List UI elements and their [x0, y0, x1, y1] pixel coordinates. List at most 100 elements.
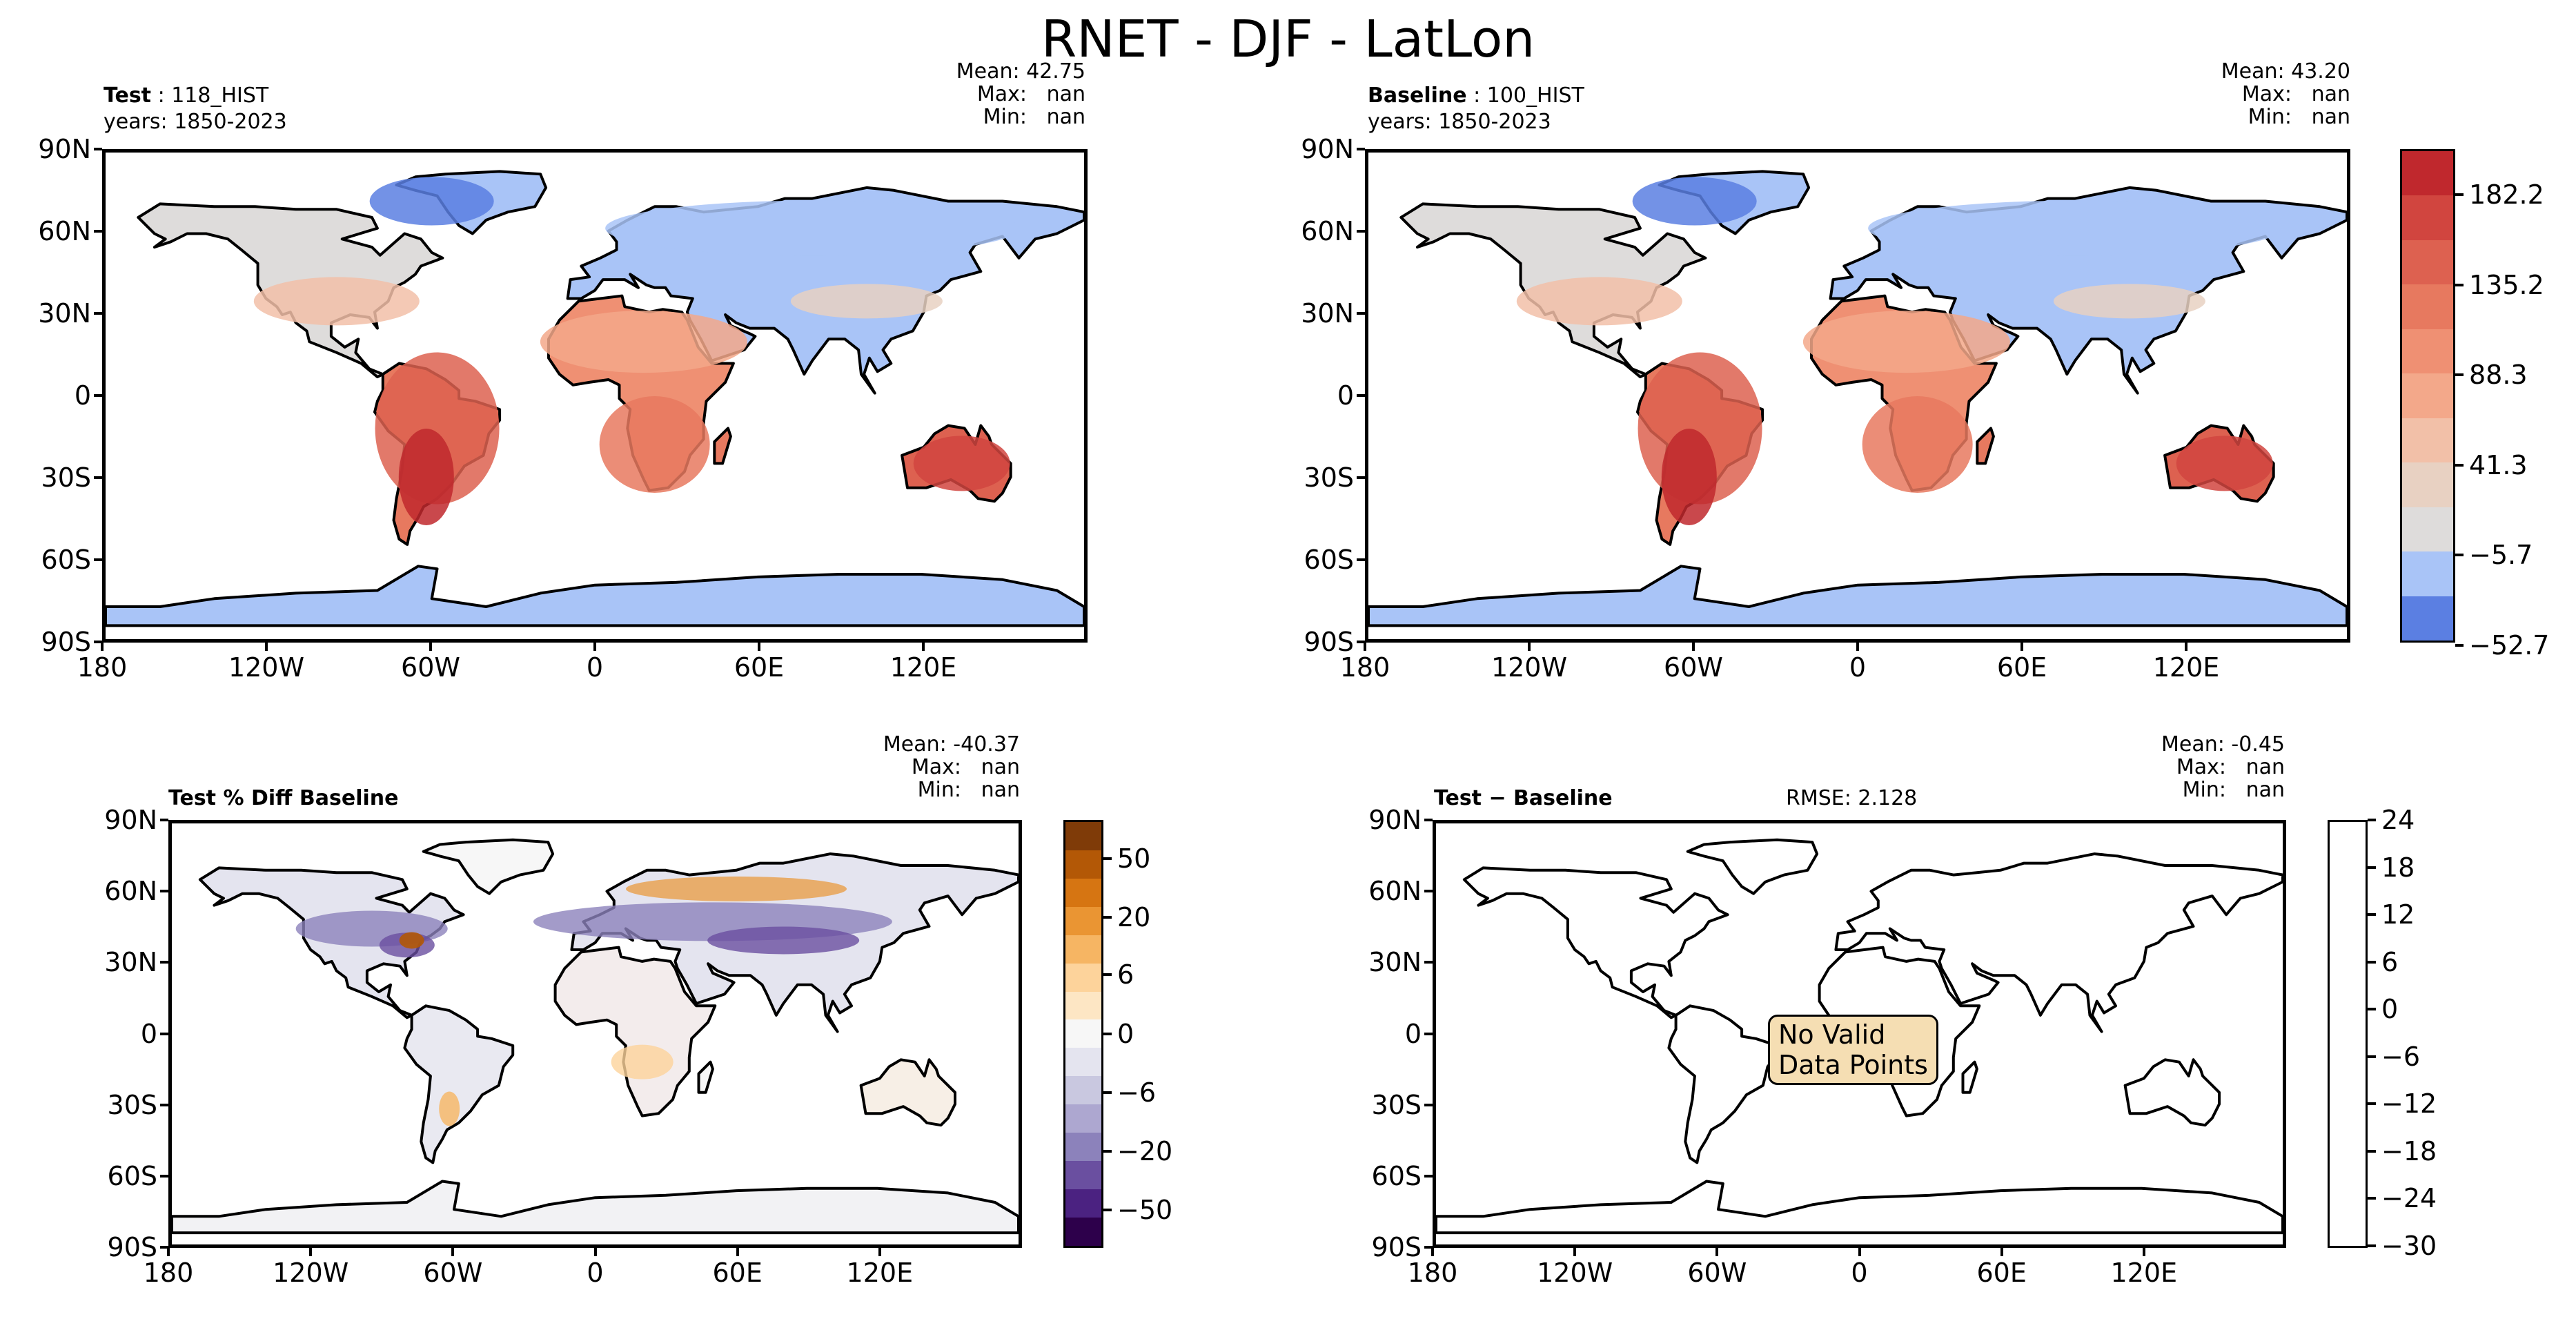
test-panel-title: Test : 118_HIST	[104, 83, 268, 108]
baseline-lat-tick-mark	[1357, 558, 1365, 561]
baseline-name-bold: Baseline	[1368, 84, 1467, 108]
colorbar-tick-label: 135.2	[2469, 269, 2544, 300]
baseline-lon-tick-label: 180	[1339, 652, 1390, 683]
colorbar-tick-mark	[2368, 1197, 2376, 1200]
colorbar-segment	[2402, 284, 2453, 329]
coastline-africa	[553, 946, 717, 1117]
baseline-lat-tick-mark	[1357, 641, 1365, 643]
map-svg	[106, 170, 1084, 627]
baseline-lon-tick-mark	[1692, 643, 1695, 651]
pctdiff-lon-tick-label: 180	[143, 1258, 194, 1288]
colorbar-segment	[2402, 596, 2453, 641]
coastline-australia	[2123, 1058, 2221, 1127]
coastline-north-america	[1462, 866, 1729, 1019]
pctdiff-lon-tick-label: 60E	[712, 1258, 763, 1288]
diff-panel-title: Test − Baseline	[1434, 785, 1613, 811]
colorbar-tick-mark	[1103, 973, 1112, 976]
sa-hot-region	[398, 429, 454, 525]
africa-positive-spot	[611, 1044, 674, 1079]
colorbar-tick-label: 12	[2381, 899, 2415, 930]
test-lat-tick-label: 60N	[38, 216, 91, 246]
baseline-lat-tick-label: 60S	[1304, 545, 1354, 575]
pctdiff-stats: Mean: -40.37 Max: nan Min: nan	[883, 732, 1020, 802]
colorbar-tick-label: 41.3	[2469, 449, 2528, 480]
diff-lat-tick-mark	[1424, 890, 1433, 893]
baseline-lat-tick-label: 30S	[1304, 462, 1354, 493]
pctdiff-panel-title: Test % Diff Baseline	[168, 785, 399, 811]
diff-lon-tick-mark	[1715, 1248, 1719, 1256]
colorbar-tick-label: −12	[2381, 1088, 2437, 1120]
pctdiff-lat-tick-mark	[160, 1103, 168, 1106]
baseline-name-rest: : 100_HIST	[1466, 84, 1584, 108]
colorbar-tick-mark	[2455, 463, 2464, 467]
diff-lat-tick-label: 90S	[1371, 1232, 1422, 1262]
colorbar-tick-mark	[2368, 819, 2376, 821]
test-lon-tick-label: 0	[586, 652, 604, 683]
sahara-region	[540, 311, 747, 373]
colorbar-tick-mark	[2368, 913, 2376, 917]
diff-colorbar	[2328, 820, 2368, 1248]
pctdiff-lon-tick-label: 0	[587, 1258, 604, 1288]
colorbar-segment	[1065, 1217, 1101, 1246]
africa-warm-region	[599, 396, 710, 493]
coastline-greenland	[1686, 838, 1819, 895]
test-lon-tick-label: 180	[77, 652, 128, 683]
colorbar-segment	[1065, 1076, 1101, 1105]
colorbar-tick-mark	[1103, 1150, 1112, 1153]
colorbar-tick-mark	[2368, 1149, 2376, 1153]
diff-lat-tick-label: 60N	[1368, 876, 1422, 907]
colorbar-segment	[1065, 822, 1101, 850]
diff-lat-tick-mark	[1424, 1103, 1433, 1106]
pctdiff-lat-tick-label: 60N	[104, 876, 157, 907]
colorbar-tick-mark	[1103, 857, 1112, 860]
coastline-antarctica	[106, 565, 1084, 627]
colorbar-tick-label: 0	[1117, 1019, 1134, 1049]
pctdiff-lat-tick-mark	[160, 890, 168, 893]
test-lon-tick-mark	[265, 643, 268, 651]
colorbar-segment	[1065, 935, 1101, 964]
test-lon-tick-label: 120E	[889, 652, 957, 683]
test-lon-tick-label: 60W	[401, 652, 460, 683]
diff-lon-tick-mark	[1858, 1248, 1861, 1256]
diff-lat-tick-label: 30S	[1371, 1089, 1422, 1120]
colorbar-tick-label: −5.7	[2469, 540, 2533, 570]
colorbar-segment	[2402, 151, 2453, 196]
coastline-south-america	[403, 1004, 515, 1164]
colorbar-tick-label: 18	[2381, 852, 2415, 883]
asia-mid-region	[2053, 284, 2205, 319]
baseline-lat-tick-mark	[1357, 148, 1365, 150]
colorbar-tick-label: −6	[1117, 1077, 1157, 1108]
map-svg	[172, 838, 1019, 1235]
test-lon-tick-mark	[922, 643, 925, 651]
siberia-cold-region	[605, 200, 1020, 256]
colorbar-tick-label: −50	[1117, 1195, 1173, 1225]
test-lat-tick-mark	[94, 312, 102, 315]
colorbar-tick-label: 20	[1117, 902, 1151, 932]
baseline-lon-tick-label: 120W	[1491, 652, 1568, 683]
colorbar-tick-mark	[2368, 1055, 2376, 1058]
colorbar-tick-mark	[2455, 643, 2464, 647]
colorbar-segment	[2402, 551, 2453, 596]
test-stats: Mean: 42.75 Max: nan Min: nan	[956, 59, 1085, 129]
pctdiff-lon-tick-mark	[736, 1248, 739, 1256]
test-lat-tick-mark	[94, 148, 102, 150]
baseline-stats: Mean: 43.20 Max: nan Min: nan	[2221, 59, 2350, 129]
diff-lat-tick-mark	[1424, 1032, 1433, 1035]
coastline-madagascar	[1961, 1060, 1978, 1094]
baseline-panel-title: Baseline : 100_HIST	[1368, 83, 1584, 108]
colorbar-tick-mark	[2368, 1244, 2376, 1247]
baseline-lon-tick-label: 0	[1849, 652, 1867, 683]
figure-title: RNET - DJF - LatLon	[1041, 10, 1535, 69]
test-name-bold: Test	[104, 84, 152, 108]
pctdiff-lon-tick-mark	[593, 1248, 597, 1256]
test-lat-tick-label: 90N	[38, 134, 91, 164]
pctdiff-lat-tick-mark	[160, 819, 168, 821]
diff-lat-tick-mark	[1424, 961, 1433, 964]
colorbar-segment	[2402, 418, 2453, 463]
pctdiff-lon-tick-mark	[309, 1248, 313, 1256]
pctdiff-lat-tick-mark	[160, 1174, 168, 1178]
baseline-lon-tick-mark	[2185, 643, 2187, 651]
test-lat-tick-label: 30N	[38, 298, 91, 329]
eurasia-positive-band	[626, 876, 847, 901]
australia-hot-region	[2176, 436, 2273, 491]
